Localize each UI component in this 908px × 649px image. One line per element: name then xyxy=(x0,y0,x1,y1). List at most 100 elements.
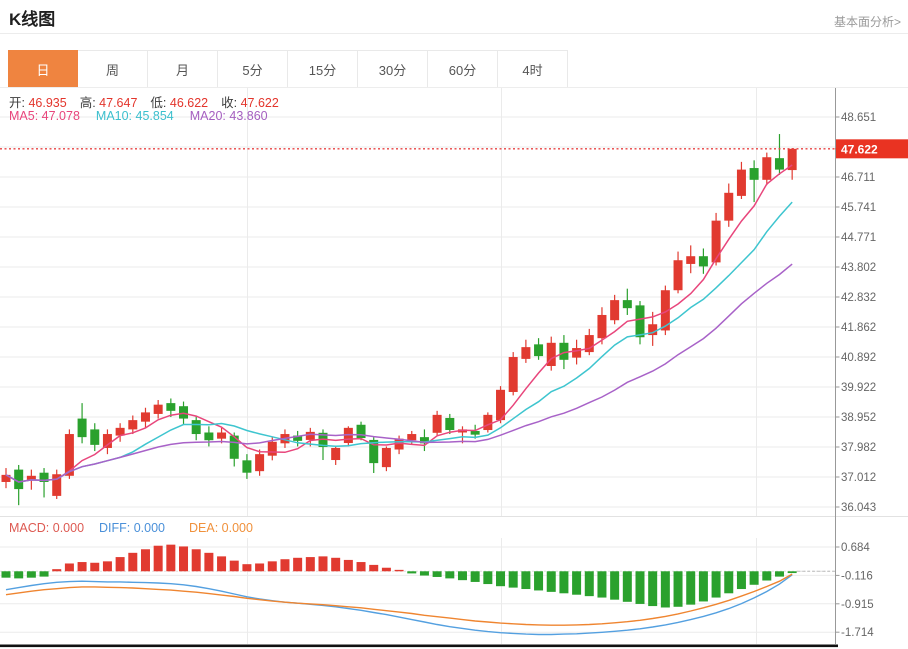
y-axis-label: 38.952 xyxy=(841,412,876,424)
candle-body xyxy=(622,300,632,309)
price-tag-label: 47.622 xyxy=(841,142,878,156)
candle-body xyxy=(546,342,556,366)
macd-bar xyxy=(749,571,759,585)
macd-bar xyxy=(698,571,708,602)
macd-bar xyxy=(343,559,353,572)
tab-15分[interactable]: 15分 xyxy=(288,50,358,88)
macd-bar xyxy=(318,556,328,572)
candle-body xyxy=(369,439,379,464)
macd-bar xyxy=(470,571,480,582)
candle-body xyxy=(217,432,227,439)
macd-bar xyxy=(394,569,404,572)
tab-5分[interactable]: 5分 xyxy=(218,50,288,88)
macd-bar xyxy=(128,552,138,572)
macd-axis-label: 0.684 xyxy=(841,542,870,554)
macd-bar xyxy=(52,569,62,572)
candle-body xyxy=(686,256,696,264)
candle-body xyxy=(673,260,683,291)
macd-axis-label: -0.915 xyxy=(841,599,874,611)
candle-body xyxy=(711,220,721,263)
candle-body xyxy=(140,412,150,422)
diff-line xyxy=(5,574,793,636)
macd-bar xyxy=(597,571,607,598)
candle-body xyxy=(597,314,607,339)
macd-bar xyxy=(610,571,620,600)
dea-line xyxy=(5,573,793,626)
header: K线图 基本面分析> xyxy=(0,0,908,34)
page-title: K线图 xyxy=(9,10,56,29)
macd-bar xyxy=(724,571,734,594)
candle-body xyxy=(39,472,49,482)
macd-bar xyxy=(102,561,112,572)
macd-info-item: DEA: 0.000 xyxy=(189,521,253,535)
candle-body xyxy=(584,335,594,353)
tab-月[interactable]: 月 xyxy=(148,50,218,88)
tab-30分[interactable]: 30分 xyxy=(358,50,428,88)
macd-bar xyxy=(774,571,784,577)
macd-pane xyxy=(0,544,836,636)
candle-body xyxy=(432,414,442,433)
macd-bar xyxy=(39,571,49,577)
y-axis-label: 46.711 xyxy=(841,172,875,184)
y-axis-label: 48.651 xyxy=(841,112,876,124)
y-axis-label: 41.862 xyxy=(841,322,876,334)
candle-body xyxy=(26,475,36,481)
macd-bar xyxy=(191,549,201,572)
macd-bar xyxy=(559,571,569,594)
macd-bar xyxy=(356,562,366,572)
candle-body xyxy=(572,348,582,358)
macd-bar xyxy=(1,571,11,578)
macd-bar xyxy=(115,557,125,572)
macd-bar xyxy=(673,571,683,607)
ma10-line xyxy=(5,201,793,483)
tab-4时[interactable]: 4时 xyxy=(498,50,568,88)
macd-axis-label: -1.714 xyxy=(841,627,874,639)
macd-bar xyxy=(140,549,150,572)
tab-周[interactable]: 周 xyxy=(78,50,148,88)
macd-bar xyxy=(204,552,214,572)
candle-body xyxy=(483,414,493,431)
macd-bar xyxy=(419,571,429,576)
macd-bar xyxy=(64,563,74,572)
macd-bar xyxy=(648,571,658,607)
candle-body xyxy=(635,305,645,338)
macd-info: MACD: 0.000 DIFF: 0.000 DEA: 0.000 xyxy=(9,521,253,535)
candle-body xyxy=(318,432,328,448)
macd-bar xyxy=(166,544,176,572)
candle-body xyxy=(115,427,125,436)
macd-bar xyxy=(686,571,696,605)
candle-body xyxy=(749,168,759,180)
candle-body xyxy=(381,447,391,468)
candle-body xyxy=(331,447,341,461)
candle-body xyxy=(14,469,24,490)
y-axis-label: 39.922 xyxy=(841,382,876,394)
macd-bar xyxy=(255,563,265,572)
candle-body xyxy=(90,429,100,445)
macd-bar xyxy=(432,571,442,577)
macd-bar xyxy=(280,559,290,572)
price-tag: 47.622 xyxy=(835,139,908,159)
macd-bar xyxy=(77,562,87,572)
tab-日[interactable]: 日 xyxy=(8,50,78,88)
y-axis-label: 40.892 xyxy=(841,352,876,364)
macd-bar xyxy=(736,571,746,590)
candle-body xyxy=(724,192,734,221)
macd-bar xyxy=(711,571,721,598)
macd-bar xyxy=(217,556,227,572)
macd-bar xyxy=(293,557,303,572)
macd-bar xyxy=(305,557,315,572)
candle-body xyxy=(762,157,772,180)
candle-body xyxy=(128,420,138,430)
y-axis-label: 37.012 xyxy=(841,472,876,484)
macd-bar xyxy=(572,571,582,595)
macd-bar xyxy=(407,571,417,574)
y-axis-label: 45.741 xyxy=(841,202,876,214)
candle-body xyxy=(102,434,112,448)
macd-bar xyxy=(14,571,24,579)
y-axis-label: 37.982 xyxy=(841,442,876,454)
tab-60分[interactable]: 60分 xyxy=(428,50,498,88)
kline-chart[interactable]: 48.651 46.711 45.741 44.771 43.802 42.832 41.8… xyxy=(0,88,908,649)
candle-body xyxy=(52,474,62,496)
fundamental-analysis-link[interactable]: 基本面分析> xyxy=(833,15,901,29)
macd-bar xyxy=(496,571,506,587)
